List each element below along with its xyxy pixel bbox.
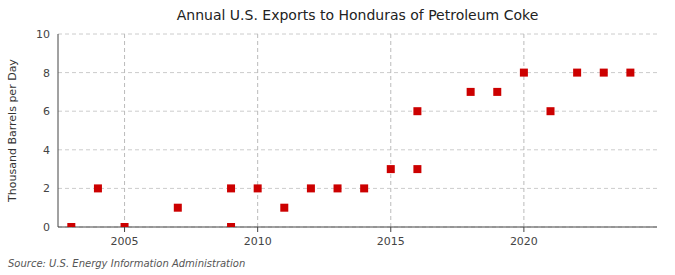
point <box>280 204 288 212</box>
y-tick-label: 8 <box>43 67 50 80</box>
y-grid-line <box>58 227 657 228</box>
point <box>387 165 395 173</box>
point <box>227 223 235 227</box>
y-grid-line <box>58 149 657 150</box>
x-grid-line <box>124 34 125 227</box>
x-grid-line <box>257 34 258 227</box>
y-tick-label: 2 <box>43 182 50 195</box>
y-grid-line <box>58 188 657 189</box>
x-tick-label: 2015 <box>377 235 405 248</box>
point <box>254 184 262 192</box>
chart: Annual U.S. Exports to Honduras of Petro… <box>0 0 675 275</box>
x-tick-mark <box>124 227 125 232</box>
x-tick-mark <box>257 227 258 232</box>
point <box>600 69 608 77</box>
y-tick-label: 6 <box>43 105 50 118</box>
point <box>573 69 581 77</box>
x-axis-line <box>58 227 657 228</box>
x-tick-label: 2005 <box>111 235 139 248</box>
grid <box>58 34 657 227</box>
title: Annual U.S. Exports to Honduras of Petro… <box>177 7 539 23</box>
x-tick-label: 2010 <box>244 235 272 248</box>
x-tick-mark <box>523 227 524 232</box>
point <box>174 204 182 212</box>
point <box>360 184 368 192</box>
point <box>307 184 315 192</box>
y-grid-line <box>58 34 657 35</box>
point <box>626 69 634 77</box>
y-axis-label: Thousand Barrels per Day <box>6 59 19 203</box>
x-grid-line <box>390 34 391 227</box>
x-tick-mark <box>390 227 391 232</box>
x-tick-label: 2020 <box>510 235 538 248</box>
point <box>413 165 421 173</box>
y-grid-line <box>58 111 657 112</box>
point <box>227 184 235 192</box>
source-note: Source: U.S. Energy Information Administ… <box>8 258 245 269</box>
point <box>94 184 102 192</box>
point <box>67 223 75 227</box>
point <box>493 88 501 96</box>
y-axis-line <box>58 34 59 227</box>
point <box>467 88 475 96</box>
points <box>67 69 634 227</box>
y-grid-line <box>58 72 657 73</box>
y-tick-label: 10 <box>36 28 50 41</box>
point <box>520 69 528 77</box>
point <box>334 184 342 192</box>
point <box>121 223 129 227</box>
y-tick-label: 0 <box>43 221 50 234</box>
point <box>547 107 555 115</box>
point <box>413 107 421 115</box>
x-grid-line <box>523 34 524 227</box>
y-tick-label: 4 <box>43 144 50 157</box>
